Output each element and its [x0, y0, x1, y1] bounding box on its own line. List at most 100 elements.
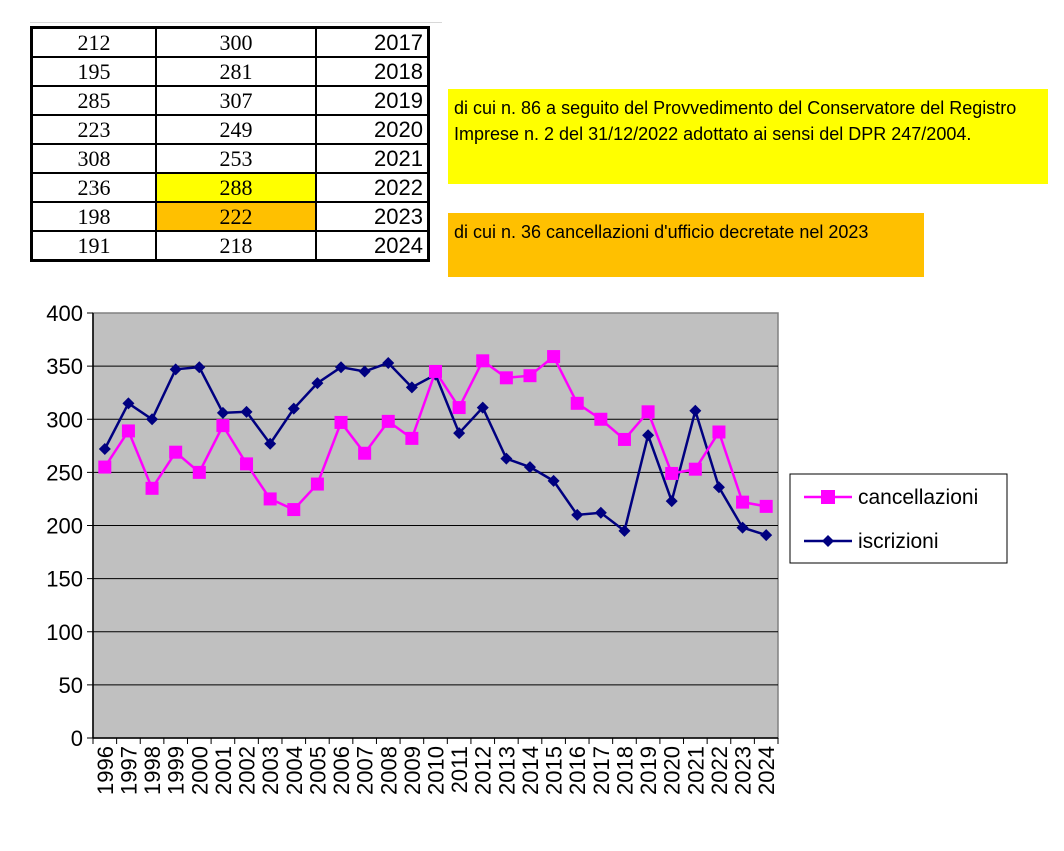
- y-tick-label: 50: [59, 673, 83, 698]
- x-tick-label: 2015: [542, 746, 567, 795]
- table-row: 195 281 2018: [30, 56, 430, 87]
- cell-year: 2022: [315, 172, 430, 203]
- x-tick-label: 2018: [612, 746, 637, 795]
- point-iscrizioni: [193, 361, 206, 374]
- point-cancellazioni: [476, 354, 490, 368]
- x-tick-label: 1996: [93, 746, 118, 795]
- cell-a: 236: [30, 172, 157, 203]
- point-iscrizioni: [146, 413, 159, 426]
- point-cancellazioni: [499, 371, 513, 385]
- point-iscrizioni: [476, 401, 489, 414]
- x-tick-label: 2009: [400, 746, 425, 795]
- point-iscrizioni: [689, 404, 702, 417]
- cell-year: 2023: [315, 201, 430, 232]
- cell-a: 195: [30, 56, 157, 87]
- point-iscrizioni: [358, 365, 371, 378]
- point-cancellazioni: [98, 460, 112, 474]
- cell-year: 2020: [315, 114, 430, 145]
- cell-year: 2021: [315, 143, 430, 174]
- point-cancellazioni: [287, 503, 301, 517]
- top-rule: [30, 22, 442, 23]
- legend-marker-iscrizioni: [822, 535, 834, 547]
- point-iscrizioni: [571, 508, 584, 521]
- table-row: 191 218 2024: [30, 230, 430, 262]
- cell-b: 300: [155, 26, 317, 58]
- x-tick-label: 2014: [518, 746, 543, 795]
- x-tick-label: 2012: [471, 746, 496, 795]
- table-row: 236 288 2022: [30, 172, 430, 203]
- point-iscrizioni: [311, 377, 324, 390]
- x-tick-label: 2001: [211, 746, 236, 795]
- point-cancellazioni: [570, 396, 584, 410]
- point-iscrizioni: [335, 361, 348, 374]
- cell-year: 2024: [315, 230, 430, 262]
- point-iscrizioni: [264, 437, 277, 450]
- x-tick-label: 2008: [376, 746, 401, 795]
- x-tick-label: 2013: [494, 746, 519, 795]
- point-iscrizioni: [665, 495, 678, 508]
- x-tick-label: 2003: [258, 746, 283, 795]
- y-tick-label: 100: [46, 620, 83, 645]
- point-iscrizioni: [405, 381, 418, 394]
- cell-year: 2017: [315, 26, 430, 58]
- legend-marker-cancellazioni: [821, 490, 835, 504]
- x-tick-label: 2005: [305, 746, 330, 795]
- point-iscrizioni: [547, 474, 560, 487]
- x-tick-label: 2007: [353, 746, 378, 795]
- point-cancellazioni: [665, 466, 679, 480]
- cell-a: 198: [30, 201, 157, 232]
- point-iscrizioni: [594, 506, 607, 519]
- point-iscrizioni: [618, 524, 631, 537]
- cell-b: 218: [155, 230, 317, 262]
- x-tick-label: 1998: [140, 746, 165, 795]
- legend-label-cancellazioni: cancellazioni: [858, 486, 978, 509]
- point-cancellazioni: [216, 419, 230, 433]
- cell-b: 249: [155, 114, 317, 145]
- point-cancellazioni: [736, 495, 750, 509]
- y-tick-label: 200: [46, 514, 83, 539]
- cell-b: 307: [155, 85, 317, 116]
- point-iscrizioni: [382, 356, 395, 369]
- legend-label-iscrizioni: iscrizioni: [858, 530, 939, 553]
- point-iscrizioni: [523, 461, 536, 474]
- point-iscrizioni: [642, 429, 655, 442]
- point-iscrizioni: [453, 427, 466, 440]
- point-cancellazioni: [641, 405, 655, 419]
- y-tick-label: 400: [46, 301, 83, 326]
- x-tick-label: 2000: [187, 746, 212, 795]
- x-tick-label: 2016: [565, 746, 590, 795]
- point-cancellazioni: [688, 462, 702, 476]
- point-cancellazioni: [617, 432, 631, 446]
- point-cancellazioni: [405, 431, 419, 445]
- x-tick-label: 2006: [329, 746, 354, 795]
- y-tick-label: 150: [46, 567, 83, 592]
- point-cancellazioni: [169, 445, 183, 459]
- y-tick-label: 250: [46, 460, 83, 485]
- table-body: 212 300 2017 195 281 2018 285 307 2019 223 249 2020…: [30, 26, 430, 262]
- cell-a: 285: [30, 85, 157, 116]
- cell-a: 223: [30, 114, 157, 145]
- x-tick-label: 2004: [282, 746, 307, 795]
- x-tick-label: 2002: [235, 746, 260, 795]
- x-tick-label: 2022: [707, 746, 732, 795]
- x-tick-label: 1997: [116, 746, 141, 795]
- data-table: 212 300 2017 195 281 2018 285 307 2019 223 249 2020…: [30, 26, 430, 262]
- x-tick-label: 2011: [447, 746, 472, 793]
- table-row: 212 300 2017: [30, 26, 430, 58]
- point-cancellazioni: [334, 415, 348, 429]
- point-cancellazioni: [358, 446, 372, 460]
- cell-b: 222: [155, 201, 317, 232]
- point-iscrizioni: [216, 406, 229, 419]
- cell-b: 281: [155, 56, 317, 87]
- cell-a: 308: [30, 143, 157, 174]
- x-tick-label: 2024: [754, 746, 779, 795]
- y-tick-label: 350: [46, 354, 83, 379]
- y-tick-label: 300: [46, 407, 83, 432]
- point-iscrizioni: [736, 521, 749, 534]
- point-iscrizioni: [98, 443, 111, 455]
- table-row: 308 253 2021: [30, 143, 430, 174]
- line-chart: 0 50 100 150 200 250 300 350 400 1996199719981999…: [46, 301, 1008, 795]
- legend-box: [789, 473, 1008, 564]
- point-cancellazioni: [381, 414, 395, 428]
- x-tick-label: 2021: [683, 746, 708, 795]
